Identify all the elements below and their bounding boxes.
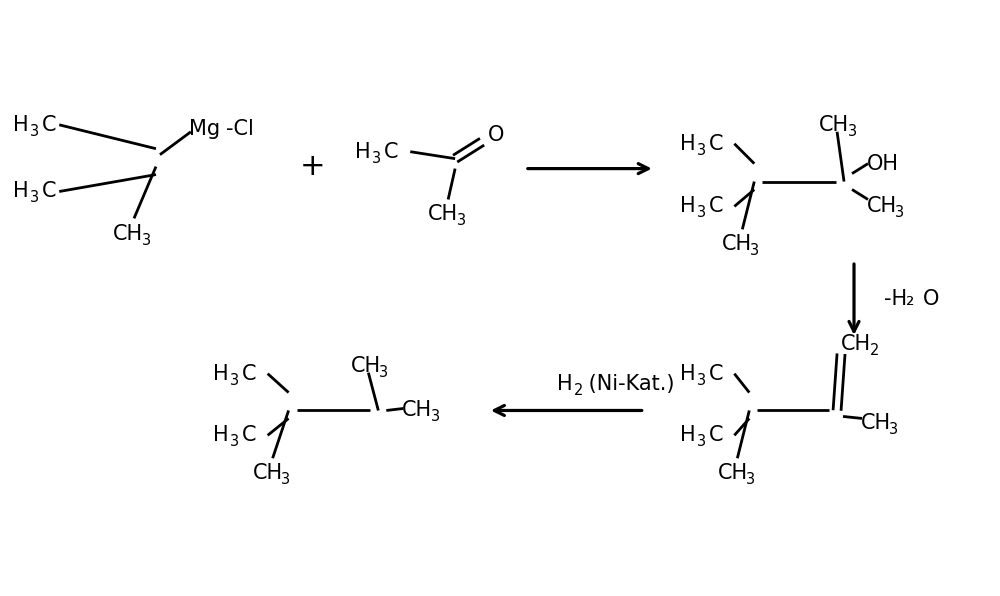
Text: CH: CH: [867, 197, 897, 216]
Text: +: +: [300, 152, 325, 181]
Text: Mg: Mg: [189, 119, 220, 139]
Text: -H: -H: [884, 289, 907, 309]
Text: 3: 3: [281, 472, 290, 487]
Text: CH: CH: [253, 463, 283, 483]
Text: H: H: [355, 142, 371, 162]
Text: O: O: [488, 125, 504, 145]
Text: 3: 3: [696, 434, 706, 449]
Text: H: H: [680, 197, 695, 216]
Text: H: H: [13, 115, 29, 135]
Text: CH: CH: [721, 234, 752, 254]
Text: CH: CH: [350, 356, 381, 375]
Text: 2: 2: [574, 383, 583, 398]
Text: 3: 3: [750, 243, 759, 258]
Text: CH: CH: [819, 115, 849, 135]
Text: CH: CH: [428, 204, 458, 224]
Text: 3: 3: [696, 372, 706, 387]
Text: H: H: [213, 426, 228, 445]
Text: C: C: [708, 426, 723, 445]
Text: H: H: [557, 374, 573, 393]
Text: H: H: [13, 182, 29, 201]
Text: 3: 3: [696, 206, 706, 221]
Text: 3: 3: [230, 372, 239, 387]
Text: C: C: [708, 197, 723, 216]
Text: 3: 3: [30, 124, 39, 139]
Text: 3: 3: [30, 191, 39, 206]
Text: 3: 3: [457, 213, 466, 228]
Text: 3: 3: [746, 472, 755, 487]
Text: (Ni-Kat.): (Ni-Kat.): [582, 374, 674, 393]
Text: CH: CH: [113, 224, 143, 244]
Text: 3: 3: [372, 151, 381, 166]
Text: CH: CH: [861, 414, 891, 433]
Text: C: C: [42, 182, 57, 201]
Text: CH: CH: [717, 463, 748, 483]
Text: H: H: [680, 134, 695, 154]
Text: C: C: [708, 134, 723, 154]
Text: H: H: [680, 364, 695, 384]
Text: C: C: [42, 115, 57, 135]
Text: C: C: [242, 426, 256, 445]
Text: C: C: [384, 142, 399, 162]
Text: 3: 3: [895, 206, 905, 221]
Text: 2: 2: [869, 343, 879, 358]
Text: C: C: [242, 364, 256, 384]
Text: 3: 3: [431, 409, 440, 424]
Text: 3: 3: [696, 142, 706, 158]
Text: CH: CH: [402, 401, 432, 420]
Text: CH: CH: [841, 334, 871, 354]
Text: 3: 3: [379, 365, 388, 380]
Text: H: H: [213, 364, 228, 384]
Text: -Cl: -Cl: [226, 119, 254, 139]
Text: 3: 3: [889, 423, 899, 437]
Text: OH: OH: [867, 154, 899, 173]
Text: C: C: [708, 364, 723, 384]
Text: 3: 3: [230, 434, 239, 449]
Text: 3: 3: [141, 233, 151, 249]
Text: O: O: [923, 289, 939, 309]
Text: 3: 3: [848, 124, 857, 139]
Text: H: H: [680, 426, 695, 445]
Text: ₂: ₂: [906, 289, 914, 309]
